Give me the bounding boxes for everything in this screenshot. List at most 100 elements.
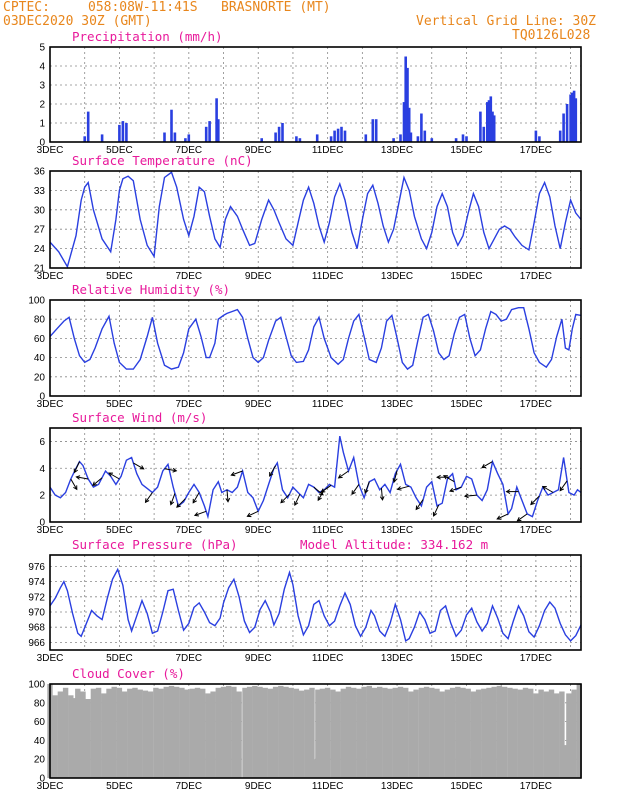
precip-bar [534, 130, 538, 142]
wind-arrow [542, 486, 554, 493]
cloud-ytick-label: 20 [34, 755, 46, 766]
cloud-bar [559, 691, 565, 778]
cloud-bar [429, 687, 435, 778]
precip-bar [260, 138, 263, 142]
cloud-bar [132, 687, 138, 778]
precip-ytick-label: 3 [39, 81, 45, 92]
wind-arrow-head [530, 500, 535, 506]
temperature-ytick-label: 27 [34, 225, 46, 236]
precip-bar [406, 67, 409, 142]
wind-arrow [338, 470, 349, 479]
wind-arrow-head [139, 465, 145, 470]
cloud-bar [382, 687, 388, 778]
wind-xtick-label: 17DEC [520, 525, 552, 536]
cloud-bar [538, 689, 544, 778]
precip-ytick-label: 5 [39, 43, 45, 54]
cloud-bar [439, 691, 445, 778]
cloud-bar [210, 691, 216, 778]
cloud-bar [408, 691, 414, 778]
cloud-bar [267, 688, 274, 778]
wind-arrow [280, 493, 290, 504]
wind-arrow-head [496, 515, 502, 520]
precip-bar [215, 98, 218, 142]
pressure-xtick-label: 7DEC [175, 653, 202, 664]
precip-xtick-label: 13DEC [381, 145, 413, 156]
precip-bar [558, 130, 562, 142]
humidity-xtick-label: 15DEC [450, 399, 482, 410]
cloud-xtick-label: 7DEC [175, 781, 202, 792]
wind-arrow [192, 492, 200, 504]
wind-ytick-label: 0 [39, 518, 45, 529]
cloud-bar [95, 687, 102, 778]
cloud-bar [340, 688, 346, 778]
wind-arrow-head [172, 467, 178, 473]
cloud-bar [168, 685, 175, 778]
wind-arrow [321, 484, 332, 493]
cloud-bar [533, 693, 539, 778]
temperature-ytick-label: 33 [34, 186, 46, 197]
pressure-title: Surface Pressure (hPa) [72, 537, 238, 552]
precip-bar [83, 136, 86, 142]
cloud-bar [288, 687, 294, 778]
wind-arrow [351, 484, 360, 495]
pressure-ytick-label: 968 [28, 623, 45, 634]
precip-bar [173, 132, 177, 142]
precip-bar [404, 56, 407, 142]
precip-bar [487, 100, 491, 142]
wind-arrow-head [505, 489, 511, 494]
cloud-bar [455, 686, 461, 778]
cloud-bar [215, 687, 221, 778]
cloud-bar [486, 687, 492, 778]
pressure-ytick-label: 976 [28, 562, 45, 573]
cloud-bar [460, 687, 466, 778]
wind-arrow-head [192, 498, 197, 504]
pressure-ytick-label: 974 [28, 577, 45, 588]
cloud-bar [189, 688, 195, 778]
header-datetime: 03DEC2020 30Z (GMT) [3, 14, 152, 29]
wind-arrow [433, 504, 440, 517]
humidity-xtick-label: 7DEC [175, 399, 202, 410]
cloud-bar [127, 688, 133, 778]
precip-bar [399, 134, 402, 142]
wind-arrow [443, 475, 455, 483]
precip-bar [371, 119, 375, 142]
cloud-bar [153, 687, 159, 778]
precip-bar [482, 126, 486, 142]
wind-arrow-head [364, 488, 369, 494]
cloud-bar [543, 691, 549, 778]
cloud-bar [283, 686, 289, 778]
pressure-xtick-label: 11DEC [312, 653, 344, 664]
cloud-bar [272, 686, 279, 778]
temperature-xtick-label: 9DEC [245, 271, 272, 282]
humidity-xtick-label: 13DEC [381, 399, 413, 410]
precip-bar [343, 130, 347, 142]
precip-bar [454, 138, 458, 142]
precip-bar [281, 123, 284, 142]
cloud-bar [242, 687, 248, 778]
cloud-bar [345, 686, 352, 778]
precip-bar [187, 134, 191, 142]
precip-bar [565, 104, 569, 142]
cloud-bar [444, 689, 451, 778]
cloud-bar [397, 686, 404, 778]
wind-xtick-label: 15DEC [450, 525, 482, 536]
cloud-bar [481, 688, 487, 778]
precip-bar [465, 136, 468, 142]
cloud-bar [174, 686, 180, 778]
cloud-bar [298, 690, 305, 778]
wind-arrow [397, 485, 410, 490]
precip-xtick-label: 11DEC [312, 145, 344, 156]
wind-xtick-label: 5DEC [106, 525, 133, 536]
humidity-line [49, 307, 582, 371]
cloud-bar [116, 687, 123, 778]
cloud-bar [392, 687, 398, 778]
precip-ytick-label: 0 [39, 138, 45, 149]
pressure-xtick-label: 3DEC [37, 653, 64, 664]
cloud-bar [142, 690, 149, 778]
cloud-bar [111, 686, 117, 778]
cloud-bar [231, 686, 237, 778]
wind-arrow [294, 493, 301, 506]
cloud-bar [121, 691, 128, 778]
wind-arrow [76, 476, 89, 480]
